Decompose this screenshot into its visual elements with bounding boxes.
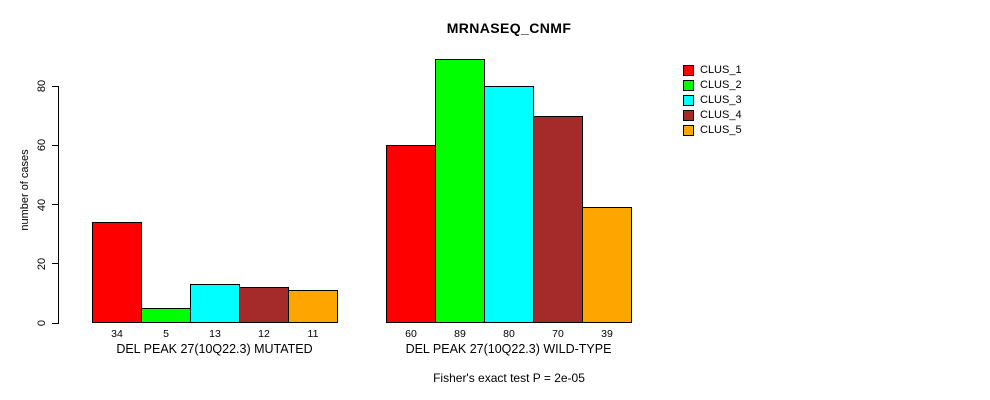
y-axis-label: number of cases: [19, 149, 31, 231]
y-tick-label: 60: [36, 139, 48, 152]
legend-label-clus_5: CLUS_5: [700, 124, 742, 136]
bar-value-label: 70: [552, 328, 564, 340]
y-tick: [52, 322, 59, 324]
bar-clus_2-group2: [435, 59, 485, 323]
bar-value-label: 11: [307, 328, 319, 340]
legend-swatch-clus_5: [683, 125, 694, 136]
bar-clus_5-group2: [582, 207, 632, 323]
chart-title: MRNASEQ_CNMF: [446, 20, 572, 36]
bar-value-label: 89: [454, 328, 466, 340]
legend-label-clus_2: CLUS_2: [700, 79, 742, 91]
legend-label-clus_4: CLUS_4: [700, 109, 742, 121]
y-tick: [52, 263, 59, 265]
bar-value-label: 13: [209, 328, 221, 340]
bar-clus_3-group1: [190, 284, 240, 323]
legend-swatch-clus_4: [683, 110, 694, 121]
y-tick: [52, 85, 59, 87]
x-category-label: DEL PEAK 27(10Q22.3) MUTATED: [116, 342, 313, 356]
legend-label-clus_1: CLUS_1: [700, 64, 742, 76]
bar-value-label: 39: [601, 328, 613, 340]
bar-value-label: 80: [503, 328, 515, 340]
y-tick-label: 20: [36, 257, 48, 270]
bar-value-label: 5: [163, 328, 169, 340]
y-tick-label: 80: [36, 79, 48, 93]
y-tick-label: 0: [36, 319, 48, 327]
bar-value-label: 12: [258, 328, 270, 340]
legend-swatch-clus_3: [683, 95, 694, 106]
fisher-test-annotation: Fisher's exact test P = 2e-05: [433, 371, 585, 385]
y-tick: [52, 144, 59, 146]
y-tick-label: 40: [36, 198, 48, 211]
x-category-label: DEL PEAK 27(10Q22.3) WILD-TYPE: [405, 342, 612, 356]
legend-label-clus_3: CLUS_3: [700, 94, 742, 106]
legend-swatch-clus_2: [683, 80, 694, 91]
bar-clus_4-group1: [239, 287, 289, 323]
y-tick: [52, 204, 59, 205]
bar-value-label: 34: [111, 328, 123, 340]
bar-clus_1-group2: [386, 145, 436, 323]
legend-swatch-clus_1: [683, 65, 694, 76]
bar-clus_2-group1: [141, 308, 191, 323]
bar-clus_1-group1: [92, 222, 142, 323]
bar-clus_3-group2: [484, 86, 534, 323]
bar-value-label: 60: [405, 328, 417, 340]
y-axis-line: [58, 86, 59, 324]
bar-clus_5-group1: [288, 290, 338, 323]
bar-clus_4-group2: [533, 115, 583, 323]
